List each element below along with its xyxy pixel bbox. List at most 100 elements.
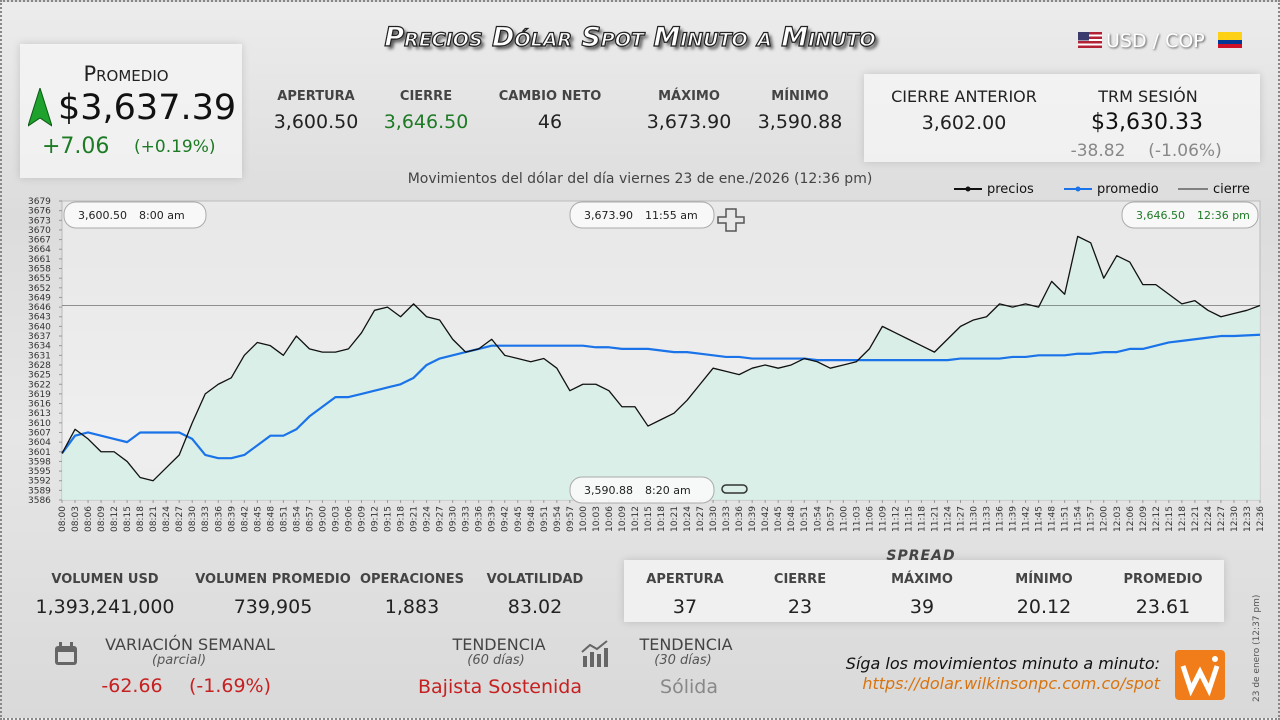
x-tick-label: 08:39 (227, 506, 237, 532)
annotation-box (569, 201, 715, 229)
session-label: CAMBIO NETO (498, 89, 602, 104)
y-tick-label: 3601 (28, 448, 51, 458)
y-tick-label: 3661 (28, 255, 51, 265)
x-tick-label: 08:51 (279, 506, 289, 532)
volume-value: 1,393,241,000 (35, 596, 175, 618)
y-tick-label: 3619 (28, 390, 51, 400)
x-tick-label: 11:15 (904, 506, 914, 532)
x-tick-label: 11:33 (983, 506, 993, 532)
session-label: CIERRE (399, 89, 453, 104)
x-tick-label: 12:18 (1178, 506, 1188, 532)
annotation-price: 3,673.90 (584, 209, 633, 222)
session-label: MÁXIMO (658, 89, 720, 104)
promedio-label: Promedio (83, 62, 169, 86)
y-tick-label: 3652 (28, 284, 51, 294)
x-tick-label: 09:42 (501, 506, 511, 532)
y-tick-label: 3658 (28, 265, 51, 275)
trm-label: TRM SESIÓN (1098, 87, 1198, 106)
spread-value: 39 (909, 596, 935, 618)
spread-label: CIERRE (773, 572, 827, 587)
x-tick-label: 08:06 (84, 506, 94, 532)
x-tick-label: 12:21 (1191, 506, 1201, 532)
x-tick-label: 12:00 (1100, 506, 1110, 532)
x-tick-label: 08:24 (162, 506, 172, 532)
weekly-label: VARIACIÓN SEMANAL (105, 635, 275, 654)
x-tick-label: 08:48 (266, 506, 276, 532)
x-tick-label: 09:21 (410, 506, 420, 532)
trm-change: -38.82 (1070, 141, 1126, 161)
spread-value: 23 (787, 596, 813, 618)
annotation-price: 3,646.50 (1136, 209, 1185, 222)
x-tick-label: 11:51 (1061, 506, 1071, 532)
x-tick-label: 08:27 (175, 506, 185, 532)
chart-icon (581, 640, 608, 667)
area (62, 236, 1260, 500)
x-tick-label: 08:33 (201, 506, 211, 532)
y-tick-label: 3631 (28, 351, 51, 361)
y-tick-label: 3664 (28, 245, 51, 255)
trm-value: $3,630.33 (1091, 110, 1203, 135)
y-tick-label: 3592 (28, 477, 51, 487)
y-tick-label: 3655 (28, 274, 51, 284)
annotation-time: 8:20 am (645, 484, 691, 497)
x-tick-label: 09:24 (423, 506, 433, 532)
legend-label: precios (987, 182, 1034, 197)
x-tick-label: 11:48 (1048, 506, 1058, 532)
x-tick-label: 10:51 (800, 506, 810, 532)
timestamp: 23 de enero (12:37 pm) (1252, 594, 1262, 702)
x-tick-label: 11:42 (1022, 506, 1032, 532)
session-label: MÍNIMO (771, 89, 829, 104)
spread-label: MÁXIMO (891, 572, 953, 587)
x-tick-label: 10:27 (696, 506, 706, 532)
x-tick-label: 08:54 (292, 506, 302, 532)
x-tick-label: 10:06 (605, 506, 615, 532)
x-tick-label: 09:09 (358, 506, 368, 532)
x-tick-label: 12:36 (1256, 506, 1266, 532)
y-tick-label: 3646 (28, 303, 51, 313)
session-value: 3,673.90 (646, 111, 732, 133)
y-tick-label: 3643 (28, 313, 51, 323)
chart-subtitle: Movimientos del dólar del día viernes 23… (407, 171, 873, 187)
x-tick-label: 08:21 (149, 506, 159, 532)
session-value: 3,646.50 (383, 111, 469, 133)
footer-url[interactable]: https://dolar.wilkinsonpc.com.co/spot (862, 674, 1160, 693)
spread-panel (624, 560, 1224, 622)
legend-label: promedio (1097, 182, 1159, 197)
annotation-time: 8:00 am (139, 209, 185, 222)
x-tick-label: 10:15 (644, 506, 654, 532)
x-tick-label: 08:00 (58, 506, 68, 532)
x-tick-label: 11:36 (996, 506, 1006, 532)
x-tick-label: 09:06 (344, 506, 354, 532)
y-tick-label: 3622 (28, 380, 51, 390)
x-tick-label: 09:30 (449, 506, 459, 532)
x-tick-label: 12:03 (1113, 506, 1123, 532)
annotation-price: 3,600.50 (78, 209, 127, 222)
x-tick-label: 08:12 (110, 506, 120, 532)
x-tick-label: 11:24 (943, 506, 953, 532)
scroll-handle (721, 484, 748, 494)
x-tick-label: 10:21 (670, 506, 680, 532)
x-tick-label: 09:36 (475, 506, 485, 532)
x-tick-label: 10:12 (631, 506, 641, 532)
x-tick-label: 09:51 (540, 506, 550, 532)
x-tick-label: 11:12 (891, 506, 901, 532)
volume-label: OPERACIONES (359, 572, 465, 587)
volume-value: 83.02 (507, 596, 563, 618)
x-tick-label: 11:03 (852, 506, 862, 532)
x-tick-label: 11:30 (970, 506, 980, 532)
x-tick-label: 10:42 (761, 506, 771, 532)
x-tick-label: 10:57 (826, 506, 836, 532)
chart: 3586358935923595359836013604360736103613… (28, 182, 1266, 532)
y-tick-label: 3670 (28, 226, 51, 236)
x-tick-label: 10:03 (592, 506, 602, 532)
session-label: APERTURA (277, 89, 355, 104)
logo (1175, 650, 1225, 700)
x-tick-label: 11:45 (1035, 506, 1045, 532)
weekly-change-pct: (-1.69%) (188, 675, 272, 697)
y-tick-label: 3676 (28, 207, 51, 217)
x-tick-label: 09:03 (331, 506, 341, 532)
x-tick-label: 09:00 (318, 506, 328, 532)
x-tick-label: 11:18 (917, 506, 927, 532)
x-tick-label: 08:42 (240, 506, 250, 532)
x-tick-label: 11:09 (878, 506, 888, 532)
